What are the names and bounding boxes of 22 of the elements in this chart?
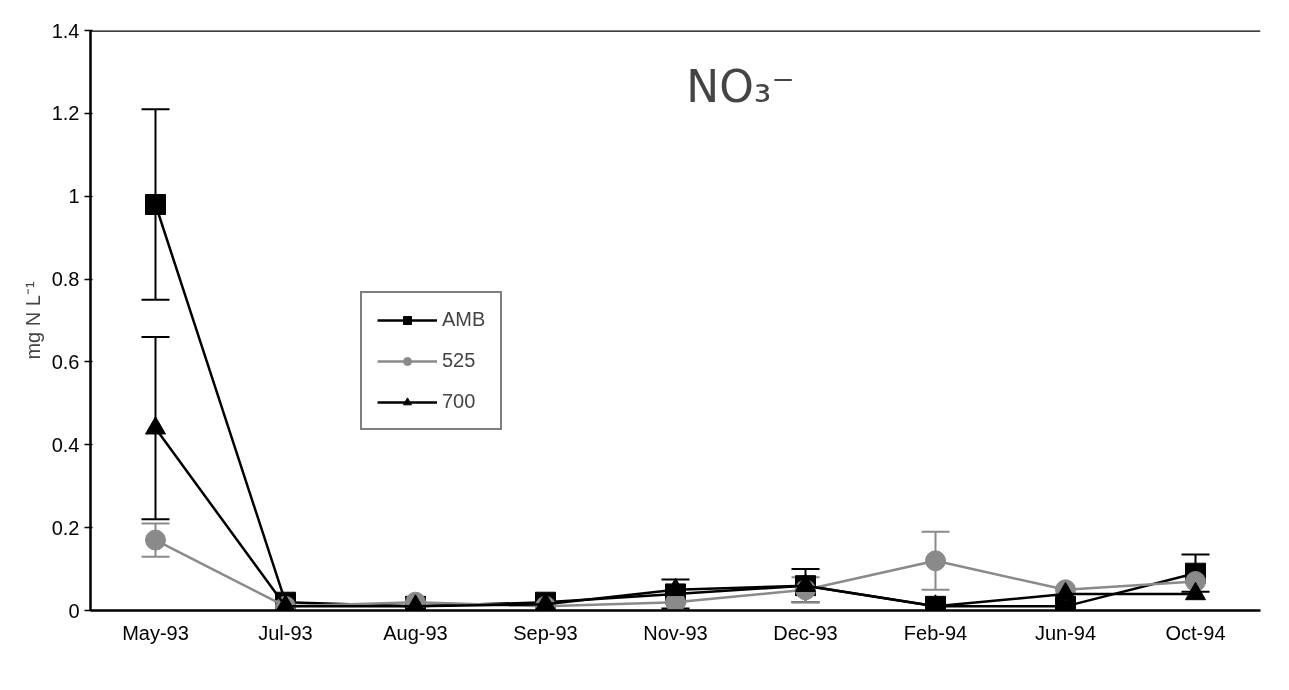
y-tick-label: 0.2 (51, 516, 80, 539)
y-tick-label: 1.2 (51, 102, 80, 125)
x-tick-label: Dec-93 (773, 621, 838, 644)
legend-label: 700 (442, 390, 476, 413)
y-tick-label: 0.8 (51, 268, 80, 291)
x-tick-label: Oct-94 (1165, 621, 1226, 644)
y-tick-label: 0 (68, 599, 80, 622)
x-tick-label: May-93 (122, 621, 189, 644)
x-tick-label: Sep-93 (513, 621, 578, 644)
y-tick-label: 1 (68, 185, 80, 208)
x-tick-label: Aug-93 (383, 621, 448, 644)
y-tick-label: 0.6 (51, 350, 80, 373)
x-tick-label: Nov-93 (643, 621, 708, 644)
legend-label: 525 (442, 349, 476, 372)
x-tick-label: Jun-94 (1034, 621, 1097, 644)
y-axis-title: mg N L⁻¹ (21, 281, 44, 360)
text: NO₃⁻ (686, 60, 795, 112)
x-tick-label: Jul-93 (258, 621, 313, 644)
x-tick-label: Feb-94 (903, 621, 968, 644)
y-tick-label: 0.4 (51, 433, 80, 456)
legend-label: AMB (442, 308, 486, 331)
y-tick-label: 1.4 (51, 19, 80, 42)
